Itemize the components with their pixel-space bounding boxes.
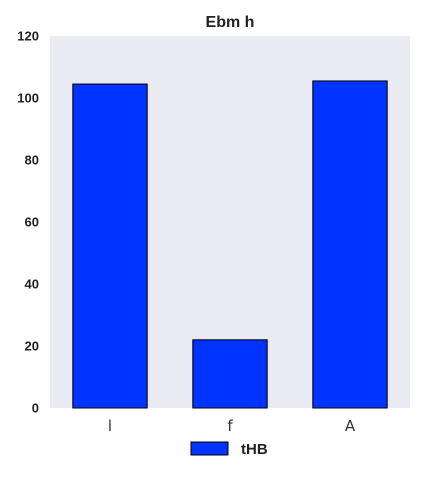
bar-f [192,339,268,409]
y-tick-label: 80 [25,153,39,168]
legend: tHB [190,441,268,458]
legend-swatch [190,441,229,456]
bar-l [72,83,148,409]
x-tick-label: l [108,417,112,435]
y-tick-label: 100 [17,91,39,106]
y-axis-ticks: 0 20 40 60 80 100 120 [17,29,39,416]
y-tick-label: 60 [25,215,39,230]
x-tick-label: A [345,417,356,435]
bars-group [72,80,388,409]
y-tick-label: 0 [32,401,39,416]
y-tick-label: 20 [25,339,39,354]
y-tick-label: 120 [17,29,39,44]
legend-label: tHB [241,441,268,458]
bar-A [312,80,388,409]
chart-title: Ebm h [206,14,255,31]
y-tick-label: 40 [25,277,39,292]
x-tick-label: f [227,417,233,435]
